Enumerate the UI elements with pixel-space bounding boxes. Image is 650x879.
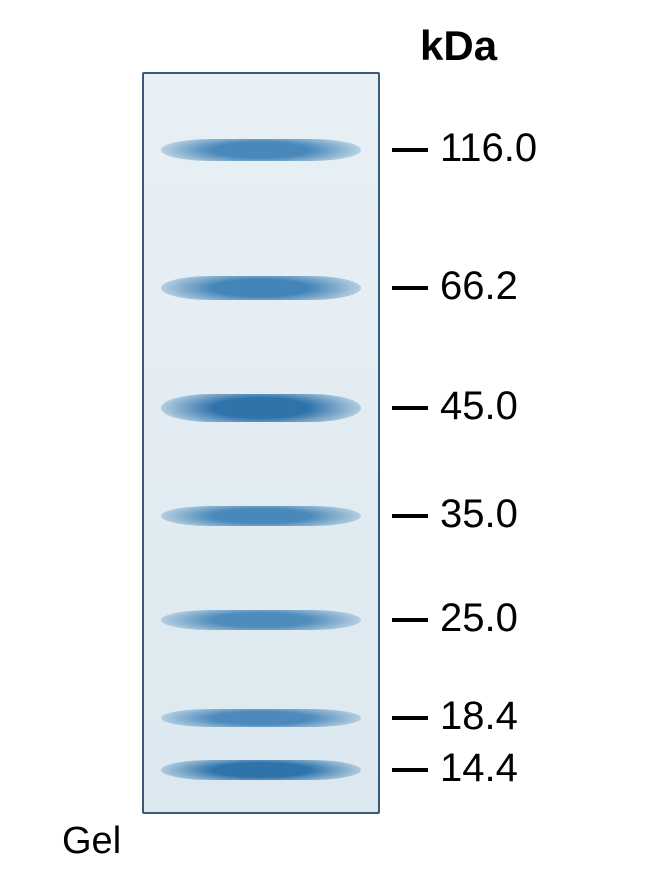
protein-band bbox=[161, 709, 361, 727]
mw-label: 25.0 bbox=[440, 596, 518, 641]
unit-header: kDa bbox=[420, 22, 497, 70]
mw-tick bbox=[392, 618, 428, 622]
mw-label: 45.0 bbox=[440, 384, 518, 429]
gel-lane bbox=[142, 72, 380, 814]
protein-band bbox=[161, 394, 361, 422]
protein-band bbox=[161, 139, 361, 161]
mw-tick bbox=[392, 406, 428, 410]
protein-band bbox=[161, 506, 361, 526]
protein-band bbox=[161, 610, 361, 630]
mw-label: 35.0 bbox=[440, 492, 518, 537]
mw-label: 14.4 bbox=[440, 746, 518, 791]
mw-label: 18.4 bbox=[440, 694, 518, 739]
protein-band bbox=[161, 276, 361, 300]
mw-tick bbox=[392, 148, 428, 152]
mw-tick bbox=[392, 768, 428, 772]
mw-tick bbox=[392, 514, 428, 518]
protein-band bbox=[161, 760, 361, 780]
mw-label: 116.0 bbox=[440, 126, 537, 171]
mw-tick bbox=[392, 716, 428, 720]
gel-caption: Gel bbox=[62, 820, 121, 863]
mw-tick bbox=[392, 286, 428, 290]
mw-label: 66.2 bbox=[440, 264, 518, 309]
